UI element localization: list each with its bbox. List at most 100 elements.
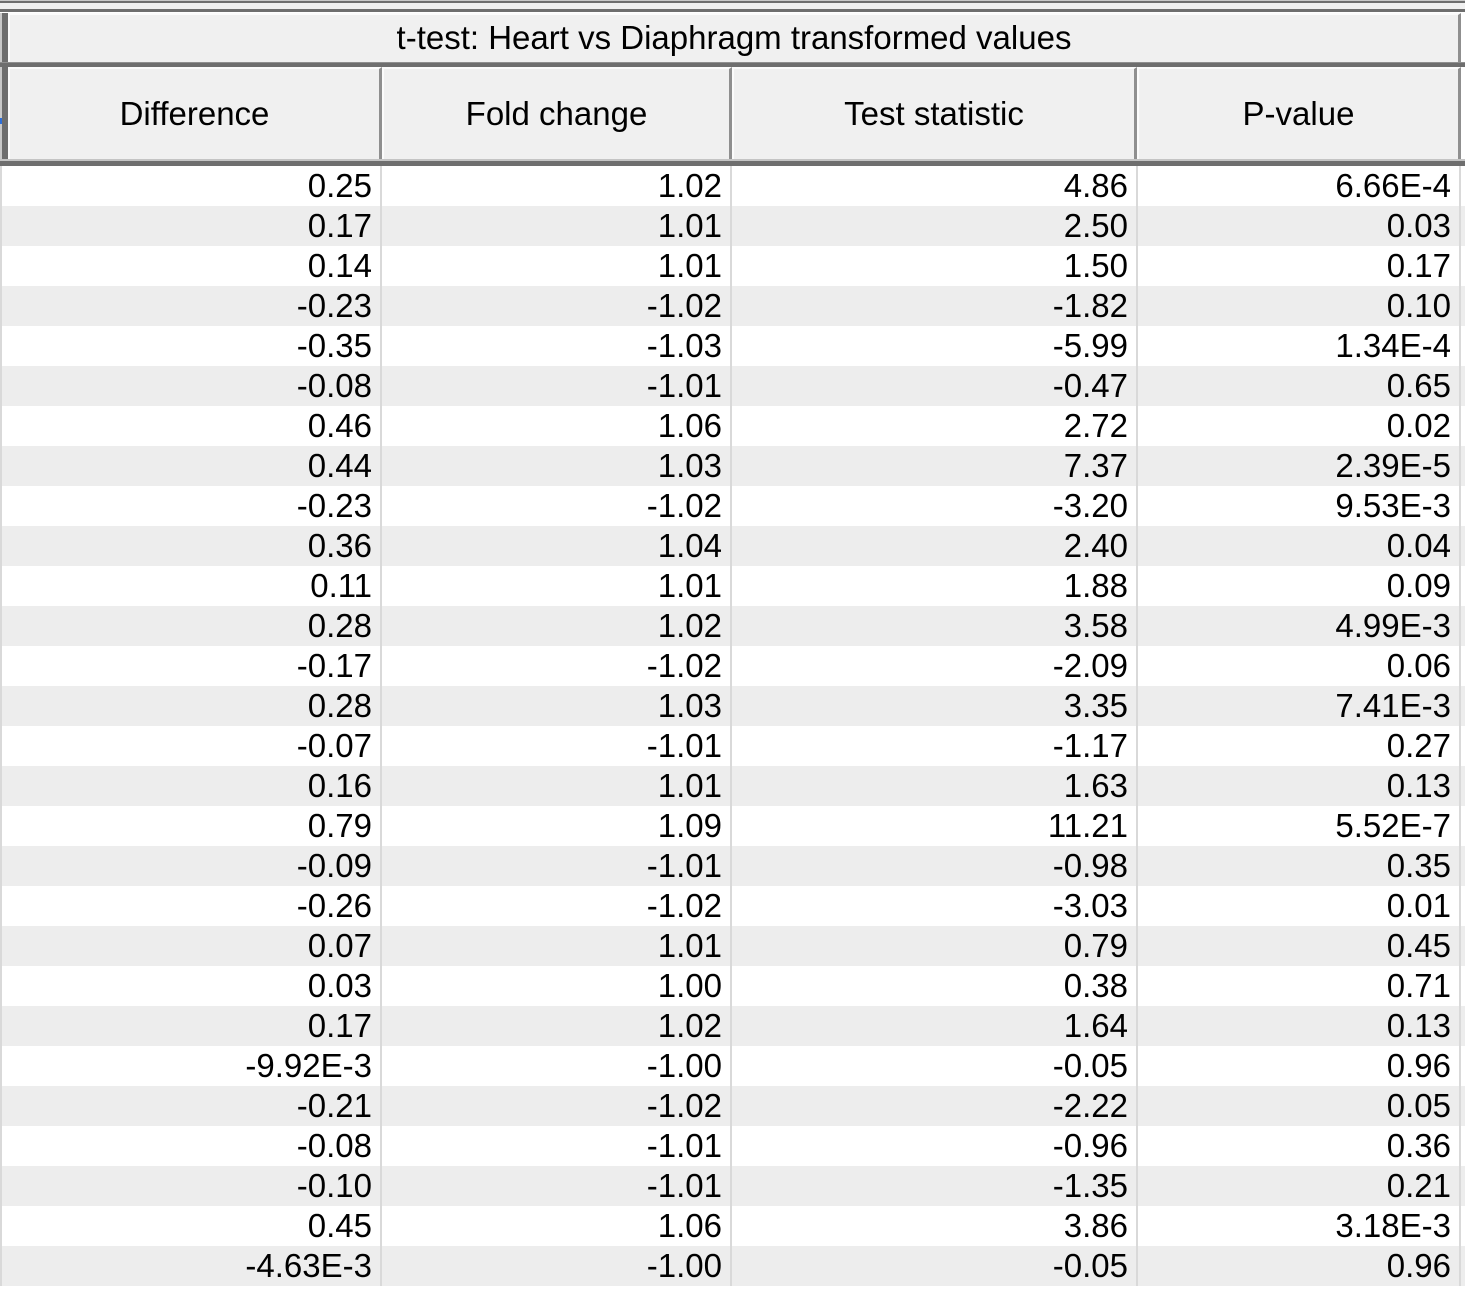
table-row[interactable]: -9.92E-3 -1.00 -0.05 0.96 (0, 1046, 1465, 1086)
cell-p-value: 0.71 (1136, 966, 1459, 1006)
row-trailing-spacer (1459, 886, 1465, 926)
row-trailing-spacer (1459, 446, 1465, 486)
table-row[interactable]: -0.10 -1.01 -1.35 0.21 (0, 1166, 1465, 1206)
cell-fold-change: -1.00 (380, 1246, 730, 1286)
table-row[interactable]: 0.17 1.01 2.50 0.03 (0, 206, 1465, 246)
row-trailing-spacer (1459, 1246, 1465, 1286)
clipped-icon-fragment (0, 118, 2, 124)
table-row[interactable]: 0.17 1.02 1.64 0.13 (0, 1006, 1465, 1046)
table-row[interactable]: 0.45 1.06 3.86 3.18E-3 (0, 1206, 1465, 1246)
cell-fold-change: 1.01 (380, 766, 730, 806)
cell-p-value: 3.18E-3 (1136, 1206, 1459, 1246)
cell-test-statistic: -0.98 (730, 846, 1136, 886)
row-trailing-spacer (1459, 926, 1465, 966)
cell-fold-change: -1.03 (380, 326, 730, 366)
row-trailing-spacer (1459, 206, 1465, 246)
cell-test-statistic: 3.58 (730, 606, 1136, 646)
cell-test-statistic: -2.09 (730, 646, 1136, 686)
column-header-fold-change[interactable]: Fold change (382, 67, 732, 159)
cell-fold-change: 1.00 (380, 966, 730, 1006)
cell-fold-change: -1.02 (380, 646, 730, 686)
column-header-label: Test statistic (844, 95, 1024, 132)
table-row[interactable]: -0.26 -1.02 -3.03 0.01 (0, 886, 1465, 926)
cell-p-value: 0.04 (1136, 526, 1459, 566)
table-row[interactable]: 0.28 1.03 3.35 7.41E-3 (0, 686, 1465, 726)
cell-p-value: 0.65 (1136, 366, 1459, 406)
cell-p-value: 0.17 (1136, 246, 1459, 286)
cell-fold-change: -1.02 (380, 286, 730, 326)
table-row[interactable]: -4.63E-3 -1.00 -0.05 0.96 (0, 1246, 1465, 1286)
cell-p-value: 0.06 (1136, 646, 1459, 686)
cell-difference: -4.63E-3 (0, 1246, 380, 1286)
cell-difference: 0.45 (0, 1206, 380, 1246)
cell-fold-change: 1.02 (380, 1006, 730, 1046)
cell-test-statistic: 0.79 (730, 926, 1136, 966)
cell-fold-change: 1.01 (380, 246, 730, 286)
cell-difference: -0.08 (0, 1126, 380, 1166)
table-row[interactable]: -0.23 -1.02 -3.20 9.53E-3 (0, 486, 1465, 526)
row-trailing-spacer (1459, 246, 1465, 286)
cell-difference: 0.07 (0, 926, 380, 966)
table-row[interactable]: -0.08 -1.01 -0.96 0.36 (0, 1126, 1465, 1166)
cell-fold-change: -1.01 (380, 846, 730, 886)
row-trailing-spacer (1459, 1086, 1465, 1126)
cell-test-statistic: 7.37 (730, 446, 1136, 486)
title-header-divider (0, 62, 1465, 67)
cell-test-statistic: 3.86 (730, 1206, 1136, 1246)
table-row[interactable]: 0.46 1.06 2.72 0.02 (0, 406, 1465, 446)
cell-fold-change: -1.01 (380, 1126, 730, 1166)
cell-p-value: 0.10 (1136, 286, 1459, 326)
cell-test-statistic: -0.96 (730, 1126, 1136, 1166)
cell-difference: -0.23 (0, 286, 380, 326)
table-row[interactable]: -0.23 -1.02 -1.82 0.10 (0, 286, 1465, 326)
table-row[interactable]: -0.08 -1.01 -0.47 0.65 (0, 366, 1465, 406)
table-title-row: t-test: Heart vs Diaphragm transformed v… (0, 13, 1465, 62)
cell-test-statistic: -3.20 (730, 486, 1136, 526)
column-header-p-value[interactable]: P-value (1137, 67, 1461, 159)
table-row[interactable]: -0.07 -1.01 -1.17 0.27 (0, 726, 1465, 766)
table-row[interactable]: 0.16 1.01 1.63 0.13 (0, 766, 1465, 806)
clipped-column-edge-dark (2, 13, 8, 166)
table-row[interactable]: -0.35 -1.03 -5.99 1.34E-4 (0, 326, 1465, 366)
table-row[interactable]: 0.79 1.09 11.21 5.52E-7 (0, 806, 1465, 846)
table-row[interactable]: 0.11 1.01 1.88 0.09 (0, 566, 1465, 606)
cell-difference: 0.44 (0, 446, 380, 486)
cell-p-value: 0.02 (1136, 406, 1459, 446)
window-top-border (0, 0, 1465, 13)
row-trailing-spacer (1459, 486, 1465, 526)
row-trailing-spacer (1459, 806, 1465, 846)
table-row[interactable]: 0.44 1.03 7.37 2.39E-5 (0, 446, 1465, 486)
cell-fold-change: 1.02 (380, 166, 730, 206)
cell-p-value: 0.36 (1136, 1126, 1459, 1166)
cell-difference: 0.36 (0, 526, 380, 566)
table-row[interactable]: 0.03 1.00 0.38 0.71 (0, 966, 1465, 1006)
table-row[interactable]: -0.21 -1.02 -2.22 0.05 (0, 1086, 1465, 1126)
cell-test-statistic: 1.63 (730, 766, 1136, 806)
cell-difference: -0.21 (0, 1086, 380, 1126)
table-row[interactable]: 0.28 1.02 3.58 4.99E-3 (0, 606, 1465, 646)
table-row[interactable]: 0.25 1.02 4.86 6.66E-4 (0, 166, 1465, 206)
cell-fold-change: 1.03 (380, 446, 730, 486)
row-trailing-spacer (1459, 726, 1465, 766)
cell-test-statistic: 1.64 (730, 1006, 1136, 1046)
table-row[interactable]: -0.17 -1.02 -2.09 0.06 (0, 646, 1465, 686)
table-row[interactable]: 0.07 1.01 0.79 0.45 (0, 926, 1465, 966)
table-title-header: t-test: Heart vs Diaphragm transformed v… (8, 13, 1461, 62)
cell-test-statistic: -0.05 (730, 1046, 1136, 1086)
table-row[interactable]: 0.36 1.04 2.40 0.04 (0, 526, 1465, 566)
table-row[interactable]: 0.14 1.01 1.50 0.17 (0, 246, 1465, 286)
cell-difference: 0.17 (0, 206, 380, 246)
column-header-difference[interactable]: Difference (8, 67, 382, 159)
cell-difference: -0.23 (0, 486, 380, 526)
cell-fold-change: 1.04 (380, 526, 730, 566)
cell-p-value: 0.21 (1136, 1166, 1459, 1206)
cell-difference: -0.10 (0, 1166, 380, 1206)
cell-test-statistic: 1.50 (730, 246, 1136, 286)
table-row[interactable]: -0.09 -1.01 -0.98 0.35 (0, 846, 1465, 886)
cell-test-statistic: 4.86 (730, 166, 1136, 206)
cell-difference: -0.17 (0, 646, 380, 686)
column-header-test-statistic[interactable]: Test statistic (732, 67, 1137, 159)
row-trailing-spacer (1459, 286, 1465, 326)
row-trailing-spacer (1459, 646, 1465, 686)
